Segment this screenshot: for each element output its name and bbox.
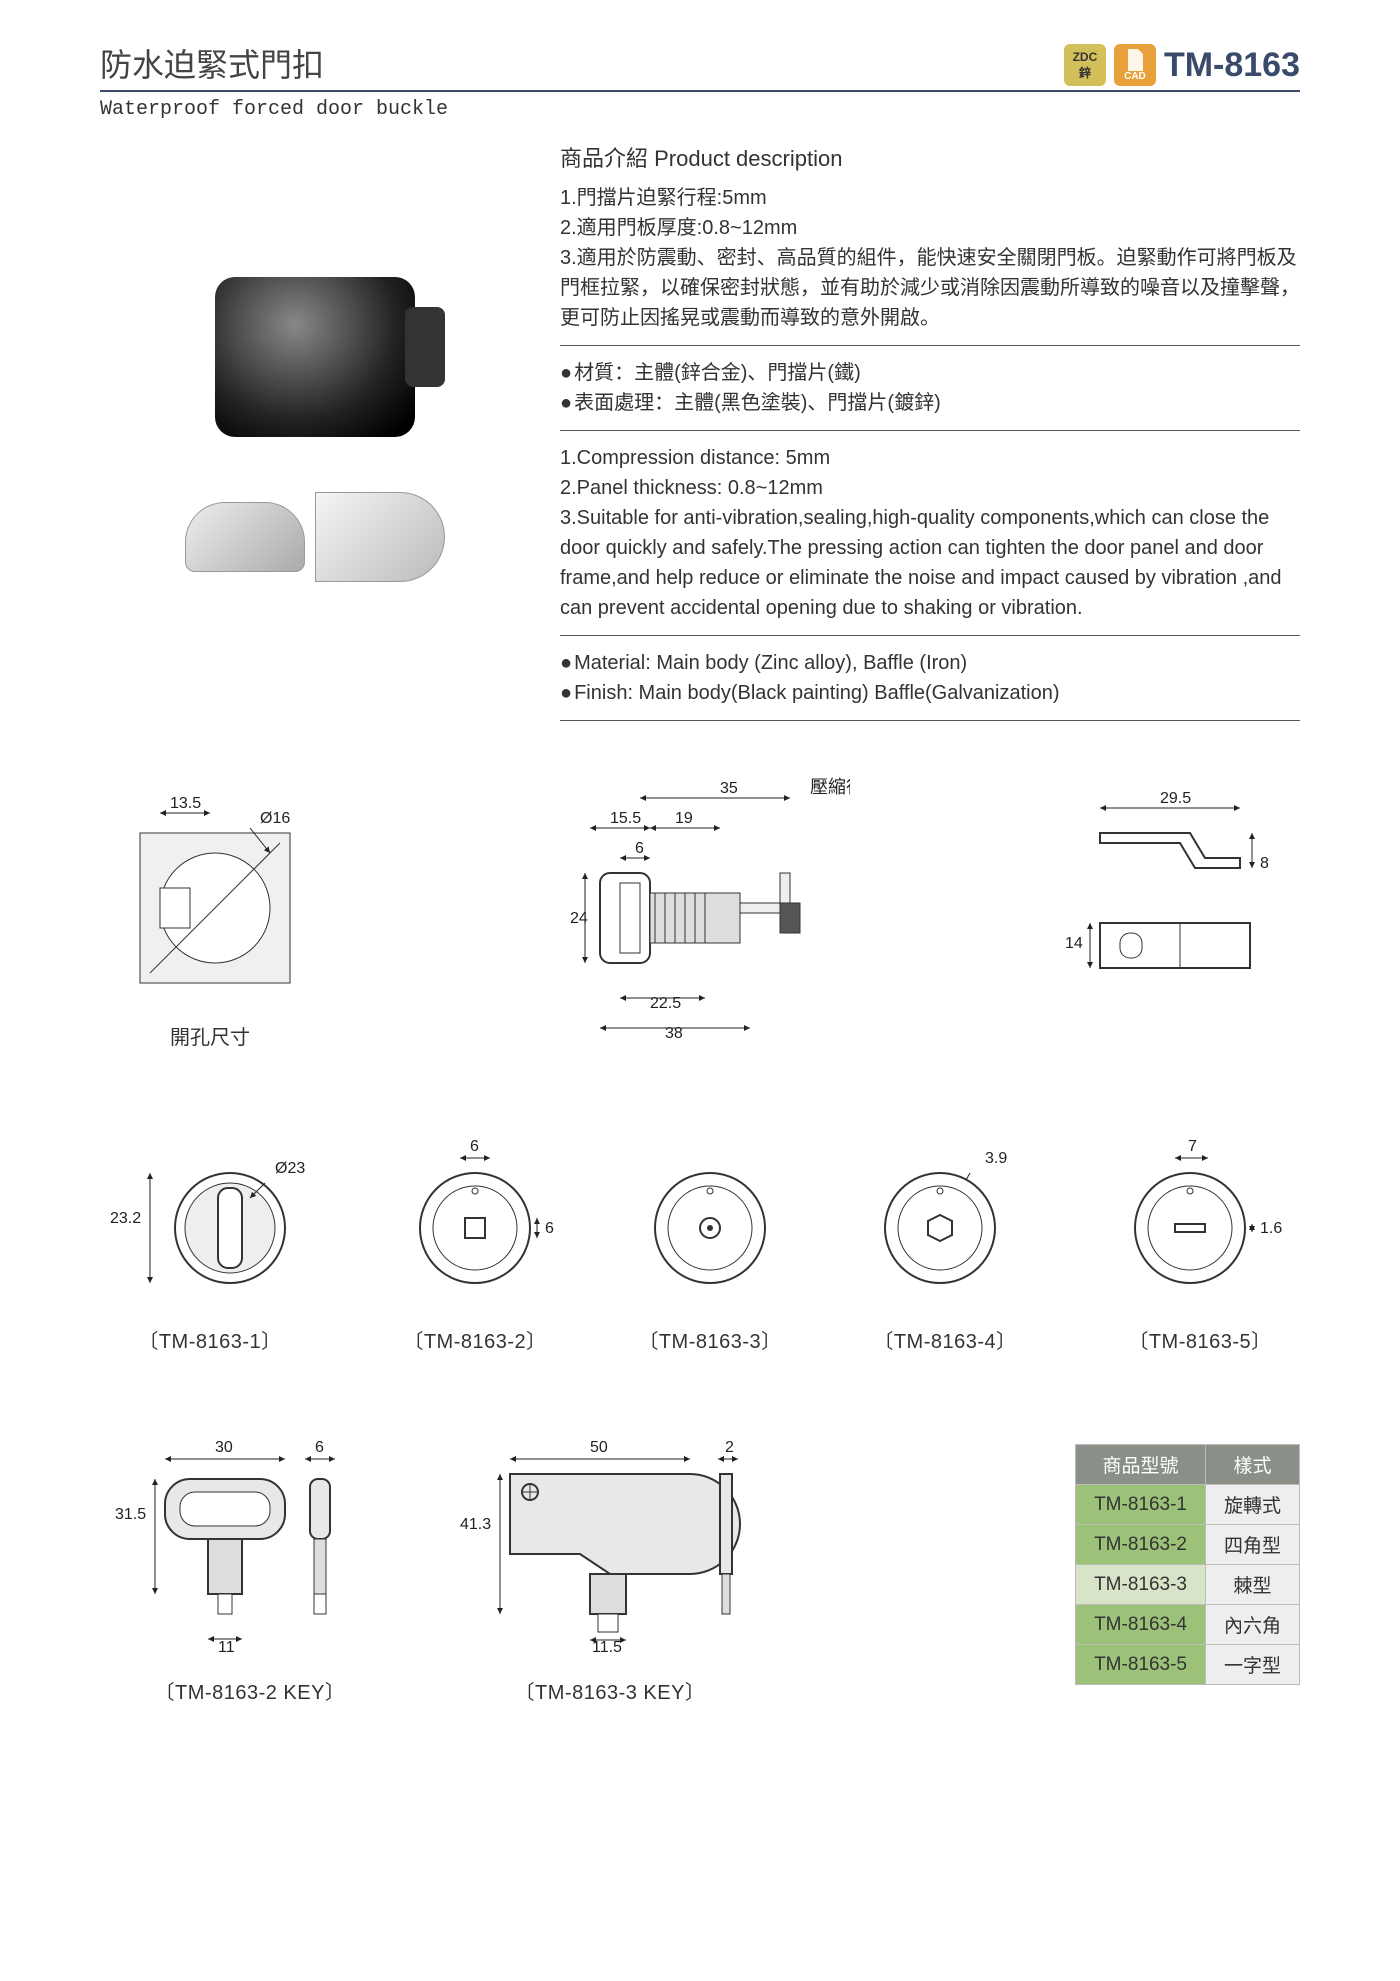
title-chinese: 防水迫緊式門扣 — [100, 40, 324, 86]
v2-dim-6b: 6 — [545, 1220, 554, 1237]
file-icon — [1125, 49, 1145, 71]
compress-text: 壓縮行程:5mm — [810, 777, 850, 797]
cn-bullet-1: 材質：主體(鋅合金)、門擋片(鐵) — [560, 358, 1300, 388]
cell-model: TM-8163-1 — [1076, 1485, 1206, 1525]
intro-section: 商品介紹 Product description 1.門擋片迫緊行程:5mm 2… — [100, 141, 1300, 733]
k3-dim-50: 50 — [590, 1439, 608, 1456]
model-number: TM-8163 — [1164, 46, 1300, 85]
main-drawings: 13.5 Ø16 開孔尺寸 35 壓縮行程:5mm 15.5 19 6 — [100, 773, 1300, 1073]
th-style: 樣式 — [1205, 1445, 1299, 1485]
table-row: TM-8163-5一字型 — [1076, 1645, 1300, 1685]
cell-model: TM-8163-4 — [1076, 1605, 1206, 1645]
header-right: ZDC 鋅 CAD TM-8163 — [1064, 44, 1300, 86]
zdc-badge: ZDC 鋅 — [1064, 44, 1106, 86]
divider-1 — [560, 345, 1300, 346]
en-bullet-1: Material: Main body (Zinc alloy), Baffle… — [560, 648, 1300, 678]
table-row: TM-8163-4內六角 — [1076, 1605, 1300, 1645]
variant-4: 3.9 〔TM-8163-4〕 — [855, 1133, 1035, 1354]
en-line-1: 1.Compression distance: 5mm — [560, 443, 1300, 473]
cell-model: TM-8163-5 — [1076, 1645, 1206, 1685]
k2-dim-11: 11 — [218, 1639, 235, 1656]
cell-style: 內六角 — [1205, 1605, 1299, 1645]
k2-dim-6: 6 — [315, 1439, 324, 1456]
divider-3 — [560, 635, 1300, 636]
cell-style: 旋轉式 — [1205, 1485, 1299, 1525]
dim-155: 15.5 — [610, 810, 641, 827]
cn-line-3: 3.適用於防震動、密封、高品質的組件，能快速安全關閉門板。迫緊動作可將門板及門框… — [560, 243, 1300, 333]
cell-style: 一字型 — [1205, 1645, 1299, 1685]
spec-table: 商品型號 樣式 TM-8163-1旋轉式TM-8163-2四角型TM-8163-… — [1075, 1444, 1300, 1685]
cutout-drawing: 13.5 Ø16 開孔尺寸 — [100, 773, 320, 1050]
variant-3: 〔TM-8163-3〕 — [630, 1133, 790, 1354]
key-3-drawing: 50 2 41.3 11.5 〔TM-8163-3 KEY〕 — [440, 1434, 780, 1705]
en-line-2: 2.Panel thickness: 0.8~12mm — [560, 473, 1300, 503]
v5-dim-7: 7 — [1188, 1138, 1197, 1155]
cell-style: 棘型 — [1205, 1565, 1299, 1605]
dim-8: 8 — [1260, 855, 1269, 872]
key-photo-1 — [185, 502, 305, 572]
v1-dim-h: 23.2 — [110, 1210, 141, 1227]
dim-35: 35 — [720, 780, 738, 797]
cell-model: TM-8163-2 — [1076, 1525, 1206, 1565]
k2-dim-315: 31.5 — [115, 1506, 146, 1523]
v1-dim-dia: Ø23 — [275, 1160, 305, 1177]
description: 商品介紹 Product description 1.門擋片迫緊行程:5mm 2… — [560, 141, 1300, 733]
v3-label: 〔TM-8163-3〕 — [638, 1325, 781, 1354]
en-bullet-2: Finish: Main body(Black painting) Baffle… — [560, 678, 1300, 708]
variants-row: 23.2 Ø23 〔TM-8163-1〕 6 6 〔TM-8163-2〕 — [100, 1133, 1300, 1354]
k3-label: 〔TM-8163-3 KEY〕 — [515, 1676, 706, 1705]
k3-dim-413: 41.3 — [460, 1516, 491, 1533]
k2-label: 〔TM-8163-2 KEY〕 — [155, 1676, 346, 1705]
divider-4 — [560, 720, 1300, 721]
variant-1: 23.2 Ø23 〔TM-8163-1〕 — [100, 1133, 320, 1354]
table-row: TM-8163-1旋轉式 — [1076, 1485, 1300, 1525]
cad-badge: CAD — [1114, 44, 1156, 86]
variant-5: 7 1.6 〔TM-8163-5〕 — [1100, 1133, 1300, 1354]
product-photo-keys — [185, 477, 445, 597]
v5-dim-16: 1.6 — [1260, 1220, 1282, 1237]
cutout-dim-dia: Ø16 — [260, 810, 290, 827]
page-header: 防水迫緊式門扣 ZDC 鋅 CAD TM-8163 — [100, 40, 1300, 92]
v5-label: 〔TM-8163-5〕 — [1128, 1325, 1271, 1354]
side-drawing: 35 壓縮行程:5mm 15.5 19 6 24 22.5 — [490, 773, 850, 1073]
v2-dim-6a: 6 — [470, 1138, 479, 1155]
table-row: TM-8163-3棘型 — [1076, 1565, 1300, 1605]
en-line-3: 3.Suitable for anti-vibration,sealing,hi… — [560, 503, 1300, 623]
desc-title: 商品介紹 Product description — [560, 141, 1300, 173]
dim-19: 19 — [675, 810, 693, 827]
cn-bullet-2: 表面處理：主體(黑色塗裝)、門擋片(鍍鋅) — [560, 388, 1300, 418]
cad-badge-text: CAD — [1124, 71, 1146, 82]
cutout-label: 開孔尺寸 — [170, 1021, 250, 1050]
th-model: 商品型號 — [1076, 1445, 1206, 1485]
cn-line-2: 2.適用門板厚度:0.8~12mm — [560, 213, 1300, 243]
keys-and-table: 30 6 31.5 11 〔TM-8163-2 KEY〕 50 2 — [100, 1434, 1300, 1705]
product-photos — [100, 141, 530, 733]
product-photo-main — [215, 277, 415, 437]
k2-dim-30: 30 — [215, 1439, 233, 1456]
divider-2 — [560, 430, 1300, 431]
k3-dim-115: 11.5 — [592, 1639, 622, 1656]
v2-label: 〔TM-8163-2〕 — [403, 1325, 546, 1354]
cell-style: 四角型 — [1205, 1525, 1299, 1565]
dim-295: 29.5 — [1160, 790, 1191, 807]
key-2-drawing: 30 6 31.5 11 〔TM-8163-2 KEY〕 — [100, 1434, 400, 1705]
key-photo-2 — [315, 492, 445, 582]
v4-label: 〔TM-8163-4〕 — [873, 1325, 1016, 1354]
zdc-badge-top: ZDC — [1073, 50, 1098, 64]
dim-14: 14 — [1065, 935, 1083, 952]
k3-dim-2: 2 — [725, 1439, 734, 1456]
cell-model: TM-8163-3 — [1076, 1565, 1206, 1605]
v1-label: 〔TM-8163-1〕 — [138, 1325, 281, 1354]
title-english: Waterproof forced door buckle — [100, 98, 1300, 121]
cutout-dim-w: 13.5 — [170, 795, 201, 812]
dim-6: 6 — [635, 840, 644, 857]
baffle-drawing: 29.5 8 14 — [1020, 773, 1300, 1013]
cn-line-1: 1.門擋片迫緊行程:5mm — [560, 183, 1300, 213]
v4-dim-39: 3.9 — [985, 1150, 1007, 1167]
table-row: TM-8163-2四角型 — [1076, 1525, 1300, 1565]
zdc-badge-bottom: 鋅 — [1079, 64, 1091, 81]
variant-2: 6 6 〔TM-8163-2〕 — [385, 1133, 565, 1354]
